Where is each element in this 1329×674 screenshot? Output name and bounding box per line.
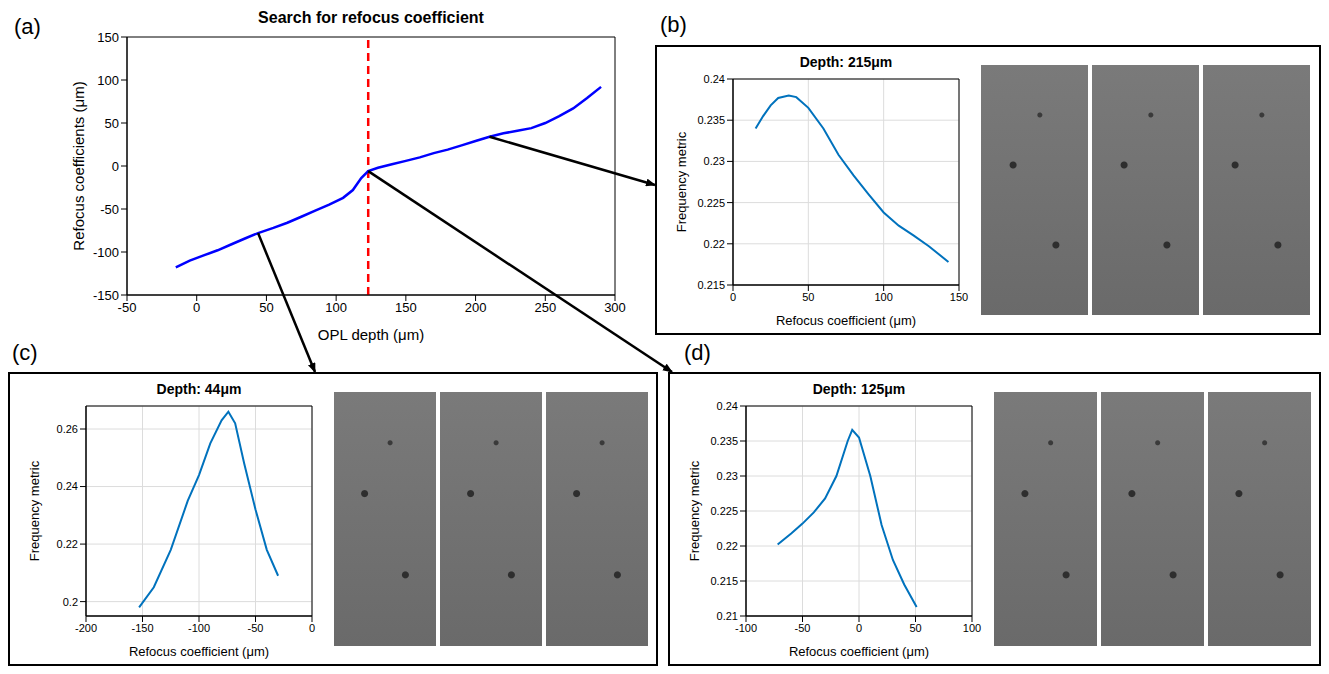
svg-text:-50: -50	[248, 622, 264, 634]
svg-text:0.22: 0.22	[704, 238, 725, 250]
svg-text:0.21: 0.21	[717, 610, 738, 622]
svg-text:Frequency metric: Frequency metric	[674, 131, 689, 232]
html-text:Depth: 125μm: Depth: 125μm	[812, 381, 906, 397]
svg-text:-100: -100	[188, 622, 210, 634]
svg-text:-100: -100	[735, 622, 757, 634]
svg-text:0.215: 0.215	[697, 279, 725, 291]
svg-text:100: 100	[97, 73, 119, 88]
svg-text:OPL depth (μm): OPL depth (μm)	[318, 326, 424, 343]
svg-text:0: 0	[112, 159, 119, 174]
svg-text:0.22: 0.22	[57, 538, 78, 550]
svg-text:Refocus coefficient (μm): Refocus coefficient (μm)	[789, 644, 929, 659]
svg-text:50: 50	[259, 300, 273, 315]
svg-text:150: 150	[950, 291, 968, 303]
html-text:Search for refocus coefficient: Search for refocus coefficient	[258, 9, 484, 26]
svg-text:0.22: 0.22	[717, 540, 738, 552]
svg-text:100: 100	[963, 622, 981, 634]
svg-text:0.26: 0.26	[57, 423, 78, 435]
html-text:(d): (d)	[684, 340, 711, 365]
svg-text:200: 200	[465, 300, 487, 315]
svg-text:-150: -150	[131, 622, 153, 634]
html-text:Depth: 215μm: Depth: 215μm	[799, 54, 893, 70]
html-text:(a): (a)	[14, 14, 41, 39]
svg-text:-50: -50	[795, 622, 811, 634]
svg-text:0.23: 0.23	[717, 470, 738, 482]
svg-text:0.24: 0.24	[57, 480, 78, 492]
html-text:Depth: 44μm: Depth: 44μm	[156, 381, 242, 397]
svg-text:150: 150	[97, 31, 119, 45]
svg-text:0.235: 0.235	[697, 114, 725, 126]
svg-text:0.23: 0.23	[704, 155, 725, 167]
svg-text:-50: -50	[100, 202, 119, 217]
svg-text:100: 100	[874, 291, 892, 303]
svg-text:100: 100	[325, 300, 347, 315]
svg-text:0.2: 0.2	[63, 596, 78, 608]
svg-text:0: 0	[856, 622, 862, 634]
svg-text:0.215: 0.215	[710, 575, 738, 587]
svg-text:0: 0	[730, 291, 736, 303]
svg-text:300: 300	[604, 300, 626, 315]
svg-text:-50: -50	[118, 300, 137, 315]
svg-text:Refocus coefficients (μm): Refocus coefficients (μm)	[70, 81, 87, 250]
svg-text:0.24: 0.24	[704, 73, 725, 85]
svg-text:0.225: 0.225	[697, 197, 725, 209]
svg-text:Refocus coefficient (μm): Refocus coefficient (μm)	[776, 313, 916, 328]
svg-text:Frequency metric: Frequency metric	[27, 460, 42, 561]
svg-text:250: 250	[534, 300, 556, 315]
svg-text:Refocus coefficient (μm): Refocus coefficient (μm)	[129, 644, 269, 659]
svg-text:-100: -100	[93, 245, 119, 260]
svg-text:-150: -150	[93, 288, 119, 303]
svg-text:0.225: 0.225	[710, 505, 738, 517]
svg-text:-200: -200	[75, 622, 97, 634]
svg-text:150: 150	[395, 300, 417, 315]
html-text:(b): (b)	[660, 12, 687, 37]
svg-text:50: 50	[105, 116, 119, 131]
svg-text:50: 50	[802, 291, 814, 303]
svg-text:0: 0	[309, 622, 315, 634]
svg-text:0: 0	[193, 300, 200, 315]
svg-text:Frequency metric: Frequency metric	[687, 460, 702, 561]
svg-text:0.235: 0.235	[710, 435, 738, 447]
svg-text:0.24: 0.24	[717, 400, 738, 412]
html-text:(c): (c)	[12, 340, 38, 365]
svg-text:50: 50	[909, 622, 921, 634]
